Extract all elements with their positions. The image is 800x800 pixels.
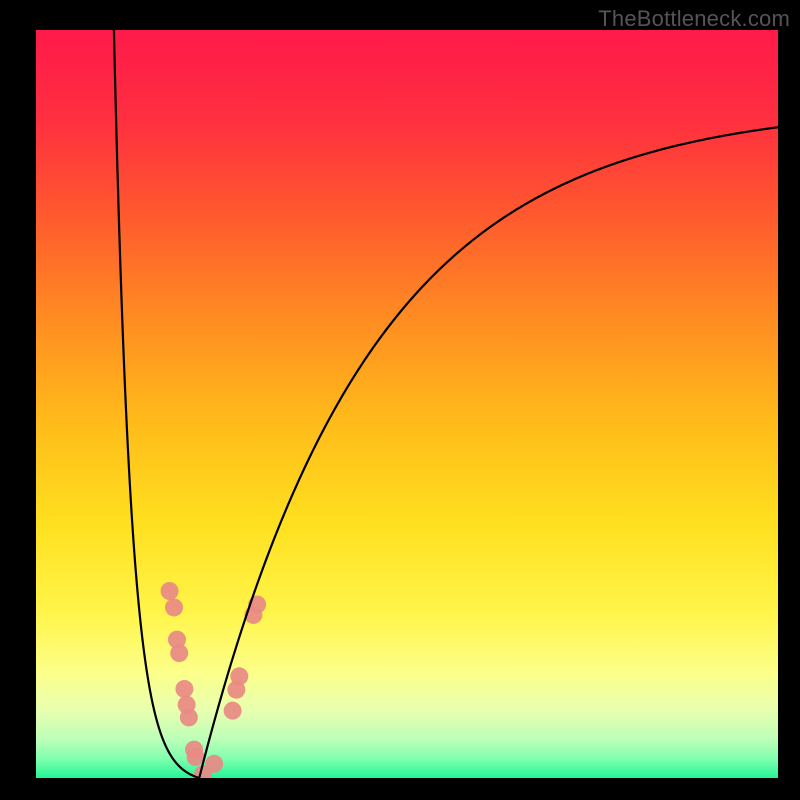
data-marker <box>205 755 223 773</box>
data-marker <box>230 667 248 685</box>
plot-background <box>36 30 778 778</box>
data-marker <box>175 680 193 698</box>
data-marker <box>224 702 242 720</box>
data-marker <box>187 748 205 766</box>
data-marker <box>161 582 179 600</box>
chart-container: TheBottleneck.com <box>0 0 800 800</box>
data-marker <box>165 598 183 616</box>
data-marker <box>170 644 188 662</box>
attribution-text: TheBottleneck.com <box>598 6 790 32</box>
chart-svg <box>0 0 800 800</box>
data-marker <box>180 708 198 726</box>
